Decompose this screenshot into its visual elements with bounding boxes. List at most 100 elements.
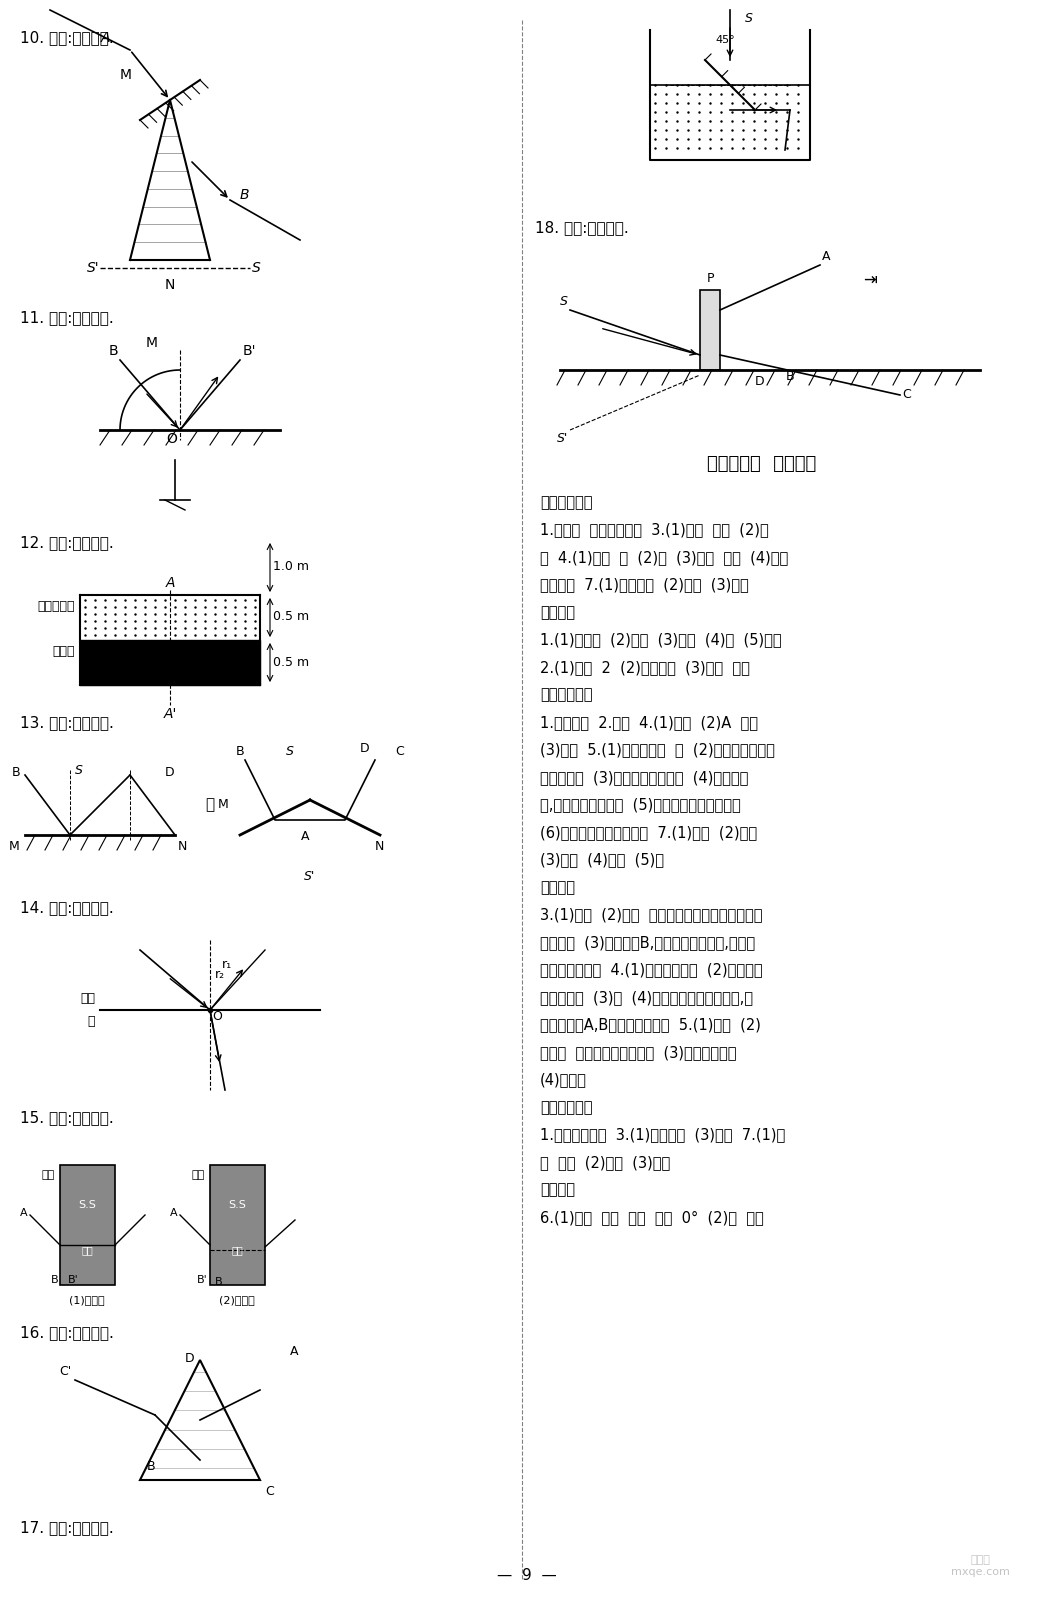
Text: C: C <box>265 1485 273 1498</box>
Text: A: A <box>170 1208 178 1218</box>
Text: B: B <box>51 1275 58 1285</box>
Text: 18. 答案:如图所示.: 18. 答案:如图所示. <box>535 219 629 235</box>
Text: 专题突破七  光学实验: 专题突破七 光学实验 <box>707 454 817 474</box>
Text: S': S' <box>557 432 568 445</box>
Bar <box>80 640 260 685</box>
Text: 实验技能训练: 实验技能训练 <box>540 1101 593 1115</box>
Text: 针对训练: 针对训练 <box>540 1182 575 1197</box>
Text: N: N <box>165 278 175 291</box>
Text: 水池底: 水池底 <box>53 645 75 658</box>
Text: ⇥: ⇥ <box>863 270 877 290</box>
Text: C: C <box>902 389 910 402</box>
Text: 1.(1)量角器  (2)入射  (3)等于  (4)在  (5)可逆: 1.(1)量角器 (2)入射 (3)等于 (4)在 (5)可逆 <box>540 632 782 648</box>
Text: 实验技能训练: 实验技能训练 <box>540 688 593 702</box>
Text: 12. 答案:如图所示.: 12. 答案:如图所示. <box>20 534 114 550</box>
Text: 0.5 m: 0.5 m <box>273 611 309 624</box>
Text: —  9  —: — 9 — <box>497 1568 557 1582</box>
Text: 针对训练: 针对训练 <box>540 605 575 619</box>
Text: 平静的水面: 平静的水面 <box>38 600 75 613</box>
Text: 答案圈
mxqe.com: 答案圈 mxqe.com <box>951 1555 1010 1576</box>
Text: N: N <box>375 840 384 853</box>
Bar <box>701 290 720 370</box>
Bar <box>210 1165 265 1285</box>
Text: 针对训练: 针对训练 <box>540 880 575 894</box>
Text: A: A <box>301 830 309 843</box>
Text: A: A <box>290 1346 299 1358</box>
Text: 能否成在光屏上  4.(1)确定像的位置  (2)玻璃板与: 能否成在光屏上 4.(1)确定像的位置 (2)玻璃板与 <box>540 963 763 978</box>
Text: 海水: 海水 <box>81 1245 93 1254</box>
Text: M: M <box>218 798 229 811</box>
Text: (2)问答图: (2)问答图 <box>219 1294 255 1306</box>
Text: A: A <box>100 30 110 45</box>
Text: D: D <box>186 1352 195 1365</box>
Text: r₁: r₁ <box>222 958 232 971</box>
Text: 大小相等  (3)移开蜡烛B,将光屏放在该位置,观察像: 大小相等 (3)移开蜡烛B,将光屏放在该位置,观察像 <box>540 934 755 950</box>
Text: M: M <box>146 336 158 350</box>
Text: P: P <box>706 272 714 285</box>
Text: B': B' <box>197 1275 208 1285</box>
Text: M: M <box>9 840 20 853</box>
Text: 桌面不垂直  (3)虚  (4)保持玻璃板的位置不变,多: 桌面不垂直 (3)虚 (4)保持玻璃板的位置不变,多 <box>540 990 753 1005</box>
Text: S': S' <box>305 870 315 883</box>
Text: N: N <box>178 840 188 853</box>
Text: 海水: 海水 <box>231 1245 243 1254</box>
Text: 0.5 m: 0.5 m <box>273 656 309 669</box>
Text: 空气: 空气 <box>80 992 95 1005</box>
Text: 1.可转折的光屏  3.(1)人射光线  (3)折射  7.(1)法: 1.可转折的光屏 3.(1)人射光线 (3)折射 7.(1)法 <box>540 1128 785 1142</box>
Text: D: D <box>755 374 765 387</box>
Text: 1.光的反射  2.相同  4.(1)垂直  (2)A  相等: 1.光的反射 2.相同 4.(1)垂直 (2)A 相等 <box>540 715 757 730</box>
Text: 13. 答案:如图所示.: 13. 答案:如图所示. <box>20 715 114 730</box>
Text: B: B <box>786 370 794 382</box>
Text: S.S: S.S <box>78 1200 96 1210</box>
Text: 或: 或 <box>206 797 214 813</box>
Text: 线  小于  (2)增大  (3)不变: 线 小于 (2)增大 (3)不变 <box>540 1155 670 1170</box>
Text: S: S <box>252 261 261 275</box>
Text: 玻璃: 玻璃 <box>192 1170 205 1181</box>
Text: 玻璃板  像与物体的大小相等  (3)关于镜面对称: 玻璃板 像与物体的大小相等 (3)关于镜面对称 <box>540 1045 736 1059</box>
Text: 实验技能训练: 实验技能训练 <box>540 494 593 510</box>
Text: 水: 水 <box>88 1014 95 1029</box>
Text: S: S <box>286 746 294 758</box>
Text: B': B' <box>68 1275 79 1285</box>
Text: 1.平面镜  可转折的光屏  3.(1)方向  位置  (2)反: 1.平面镜 可转折的光屏 3.(1)方向 位置 (2)反 <box>540 523 769 538</box>
Text: (6)使实验结论具有普遍性  7.(1)相等  (2)对称: (6)使实验结论具有普遍性 7.(1)相等 (2)对称 <box>540 826 757 840</box>
Text: 17. 答案:如图所示.: 17. 答案:如图所示. <box>20 1520 114 1534</box>
Text: 11. 答案:如图所示.: 11. 答案:如图所示. <box>20 310 114 325</box>
Text: C': C' <box>60 1365 72 1378</box>
Text: D: D <box>165 765 175 779</box>
Text: B: B <box>239 187 249 202</box>
Text: 15. 答案:如图所示.: 15. 答案:如图所示. <box>20 1110 114 1125</box>
Text: A: A <box>166 576 175 590</box>
Text: 次改变蜡烛A,B的位置进行实验  5.(1)垂直  (2): 次改变蜡烛A,B的位置进行实验 5.(1)垂直 (2) <box>540 1018 761 1032</box>
Text: 厚,前后两个面都成像  (5)玻璃板没有与白纸垂直: 厚,前后两个面都成像 (5)玻璃板没有与白纸垂直 <box>540 797 741 813</box>
Text: S: S <box>75 763 83 776</box>
Text: 1.0 m: 1.0 m <box>273 560 309 573</box>
Text: 45°: 45° <box>715 35 735 45</box>
Text: D: D <box>360 742 370 755</box>
Text: (4)逆时针: (4)逆时针 <box>540 1072 587 1088</box>
Text: (3)光屏  5.(1)等效替代法  暗  (2)便于比较像与物: (3)光屏 5.(1)等效替代法 暗 (2)便于比较像与物 <box>540 742 774 757</box>
Bar <box>60 1165 115 1285</box>
Text: O: O <box>212 1010 222 1022</box>
Text: A: A <box>20 1208 28 1218</box>
Text: (1)问答图: (1)问答图 <box>70 1294 104 1306</box>
Text: r₂: r₂ <box>215 968 225 981</box>
Text: S: S <box>560 294 568 307</box>
Text: (3)相等  (4)垂直  (5)虚: (3)相等 (4)垂直 (5)虚 <box>540 853 664 867</box>
Text: 16. 答案:如图所示.: 16. 答案:如图所示. <box>20 1325 114 1341</box>
Text: A': A' <box>164 707 176 722</box>
Text: 射  4.(1)粗糙  漫  (2)暗  (3)垂直  沿着  (4)逆着: 射 4.(1)粗糙 漫 (2)暗 (3)垂直 沿着 (4)逆着 <box>540 550 788 565</box>
Text: S': S' <box>88 261 100 275</box>
Text: O: O <box>166 432 177 446</box>
Text: 入射光线  7.(1)同一平面  (2)法线  (3)等于: 入射光线 7.(1)同一平面 (2)法线 (3)等于 <box>540 578 749 592</box>
Text: C: C <box>395 746 404 758</box>
Text: 2.(1)入射  2  (2)同一平面  (3)垂直  法线: 2.(1)入射 2 (2)同一平面 (3)垂直 法线 <box>540 659 750 675</box>
Text: A: A <box>822 250 830 262</box>
Text: 14. 答案:如图所示.: 14. 答案:如图所示. <box>20 899 114 915</box>
Text: B: B <box>235 746 245 758</box>
Text: M: M <box>120 67 132 82</box>
Text: 6.(1)反射  折射  小于  增大  0°  (2)是  探究: 6.(1)反射 折射 小于 增大 0° (2)是 探究 <box>540 1210 764 1226</box>
Text: 玻璃: 玻璃 <box>42 1170 55 1181</box>
Text: B: B <box>147 1459 155 1474</box>
Text: B: B <box>12 765 20 779</box>
